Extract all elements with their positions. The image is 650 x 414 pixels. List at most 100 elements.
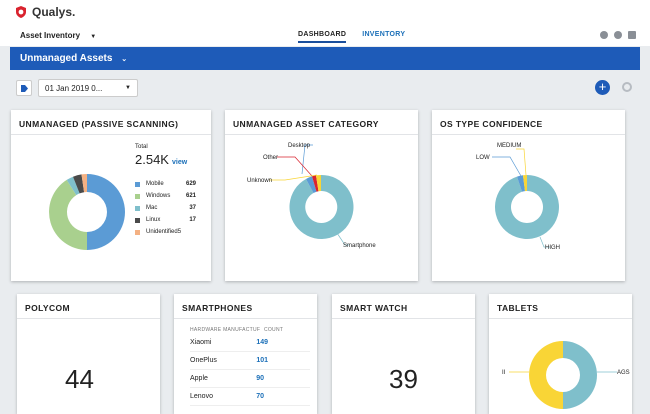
dashboard-header-bar: Unmanaged Assets ⌄: [10, 47, 640, 70]
divider: [432, 134, 625, 135]
smartphone-slice: [289, 174, 354, 239]
legend-label: Mac: [146, 205, 158, 211]
manufacturer-cell: Apple: [190, 375, 208, 382]
tablets-card: TABLETS II AGS: [489, 294, 632, 414]
desktop-slice: [306, 176, 317, 193]
divider: [332, 318, 475, 319]
module-label: Asset Inventory: [20, 31, 81, 40]
chevron-down-icon: ▼: [90, 34, 97, 40]
os-confidence-card: OS TYPE CONFIDENCE MEDIUM LOW HIGH: [432, 110, 625, 281]
card-title: TABLETS: [497, 303, 539, 313]
mac-slice: [66, 176, 80, 196]
other-slice: [312, 175, 319, 192]
polycom-count[interactable]: 44: [65, 364, 94, 394]
column-header-manufacturer[interactable]: HARDWARE MANUFACTUF: [190, 327, 261, 333]
unidentified-slice: [81, 174, 87, 193]
table-row[interactable]: OnePlus 101: [190, 352, 310, 370]
table-row[interactable]: Xiaomi 149: [190, 334, 310, 352]
mobile-slice: [87, 174, 125, 250]
os-donut-chart: MEDIUM LOW HIGH: [476, 143, 560, 251]
category-donut-chart: Desktop Other Unknown Smartphone: [247, 143, 376, 249]
windows-slice: [49, 179, 87, 250]
unknown-slice: [316, 175, 321, 192]
smart-watch-count[interactable]: 39: [389, 364, 418, 394]
tag-icon: [20, 84, 28, 92]
linux-slice: [73, 174, 85, 194]
card-title: SMARTPHONES: [182, 303, 253, 313]
view-link[interactable]: view: [171, 159, 188, 166]
legend-label: Linux: [146, 217, 161, 223]
dashboard-selector[interactable]: Unmanaged Assets ⌄: [20, 53, 127, 64]
smart-watch-card: SMART WATCH 39: [332, 294, 475, 414]
qualys-shield-icon: [16, 6, 26, 18]
mail-icon[interactable]: [628, 31, 636, 39]
divider: [11, 134, 211, 135]
label-other: Other: [263, 155, 278, 161]
label-desktop: Desktop: [288, 143, 311, 149]
legend-label: Windows: [146, 193, 171, 199]
smartphones-card: SMARTPHONES HARDWARE MANUFACTUF COUNT Xi…: [174, 294, 317, 414]
legend-value: 17: [189, 217, 196, 223]
divider: [174, 318, 317, 319]
count-cell[interactable]: 149: [256, 339, 268, 346]
manufacturer-cell: Xiaomi: [190, 339, 212, 346]
total-label: Total: [135, 144, 148, 150]
table-header: HARDWARE MANUFACTUF COUNT: [190, 327, 283, 333]
left-slice: [529, 341, 563, 409]
high-slice: [494, 175, 559, 239]
user-icon[interactable]: [600, 31, 608, 39]
date-filter-dropdown[interactable]: 01 Jan 2019 0... ▼: [38, 79, 138, 97]
medium-slice: [523, 175, 527, 192]
top-icons: [600, 31, 636, 39]
qualys-logo[interactable]: Qualys.: [14, 5, 75, 19]
table-row[interactable]: Apple 90: [190, 370, 310, 388]
polycom-card: POLYCOM 44: [17, 294, 160, 414]
label-high: HIGH: [545, 245, 560, 251]
add-widget-button[interactable]: +: [595, 80, 610, 95]
legend-label: Mobile: [146, 181, 164, 187]
total-value: 2.54K: [135, 152, 169, 167]
count-cell[interactable]: 101: [256, 357, 268, 364]
top-bar: Qualys. Asset Inventory ▼ DASHBOARD INVE…: [0, 0, 650, 46]
legend-item[interactable]: Linux 17: [135, 214, 196, 226]
unmanaged-legend: Mobile 629 Windows 621 Mac 37 Linux 17 Unide…: [135, 178, 196, 238]
label-medium: MEDIUM: [497, 143, 521, 149]
unmanaged-passive-card: UNMANAGED (PASSIVE SCANNING) Total 2.54K…: [11, 110, 211, 281]
nav-tabs: DASHBOARD INVENTORY: [298, 31, 405, 43]
label-left: II: [502, 370, 506, 376]
dashboard-title: Unmanaged Assets: [20, 53, 113, 64]
tablets-donut-chart: II AGS: [502, 341, 630, 409]
card-title: UNMANAGED ASSET CATEGORY: [233, 119, 379, 129]
legend-item[interactable]: Mobile 629: [135, 178, 196, 190]
card-title: UNMANAGED (PASSIVE SCANNING): [19, 119, 179, 129]
gear-icon[interactable]: [622, 82, 632, 92]
legend-value: 5: [177, 229, 182, 235]
tab-inventory[interactable]: INVENTORY: [362, 31, 406, 38]
label-low: LOW: [476, 155, 490, 161]
brand-name: Qualys.: [32, 5, 76, 19]
legend-item[interactable]: Windows 621: [135, 190, 196, 202]
date-filter-value: 01 Jan 2019 0...: [45, 83, 103, 93]
divider: [17, 318, 160, 319]
tab-dashboard[interactable]: DASHBOARD: [298, 31, 347, 43]
chevron-down-icon: ▼: [125, 85, 131, 91]
table-row[interactable]: Lenovo 70: [190, 388, 310, 406]
card-title: SMART WATCH: [340, 303, 408, 313]
label-right: AGS: [617, 370, 630, 376]
tag-filter-button[interactable]: [16, 80, 32, 96]
count-cell[interactable]: 70: [256, 393, 264, 400]
divider: [489, 318, 632, 319]
legend-item[interactable]: Mac 37: [135, 202, 196, 214]
legend-value: 629: [185, 181, 196, 187]
label-smartphone: Smartphone: [343, 243, 376, 249]
column-header-count[interactable]: COUNT: [263, 327, 284, 333]
chevron-down-icon: ⌄: [121, 56, 128, 63]
card-title: OS TYPE CONFIDENCE: [440, 119, 543, 129]
module-selector[interactable]: Asset Inventory ▼: [20, 31, 96, 40]
help-icon[interactable]: [614, 31, 622, 39]
low-slice: [517, 175, 525, 192]
label-unknown: Unknown: [247, 178, 272, 184]
count-cell[interactable]: 90: [256, 375, 264, 382]
divider: [225, 134, 418, 135]
legend-item[interactable]: Unidentified 5: [135, 226, 196, 238]
